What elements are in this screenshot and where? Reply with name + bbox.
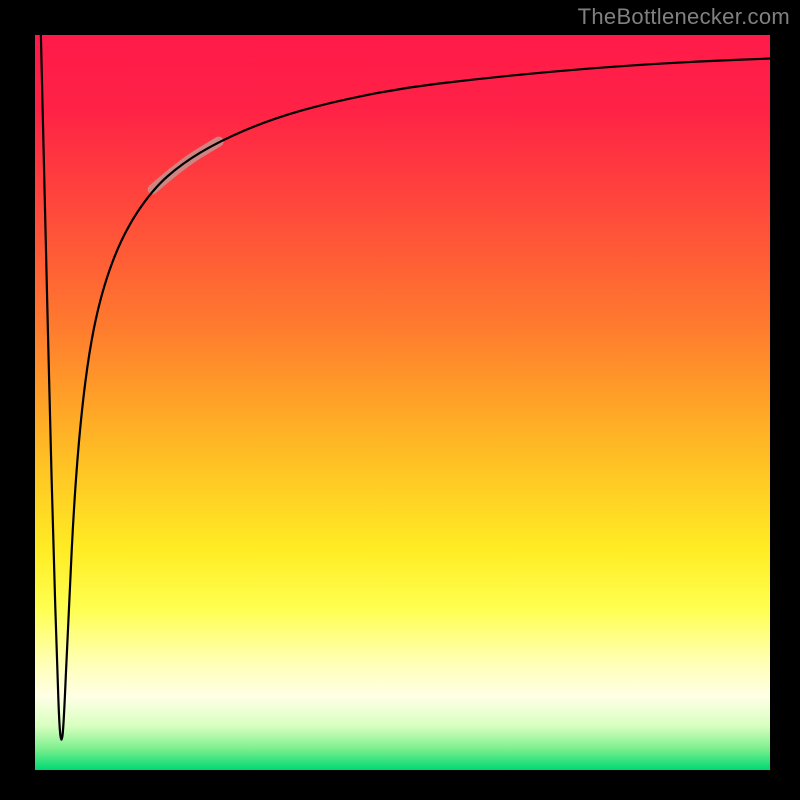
- watermark-text: TheBottlenecker.com: [578, 4, 790, 30]
- chart-frame: [30, 30, 775, 775]
- chart-container: TheBottlenecker.com: [0, 0, 800, 800]
- gradient-background: [35, 35, 770, 770]
- plot-area: [35, 35, 770, 770]
- plot-svg: [35, 35, 770, 770]
